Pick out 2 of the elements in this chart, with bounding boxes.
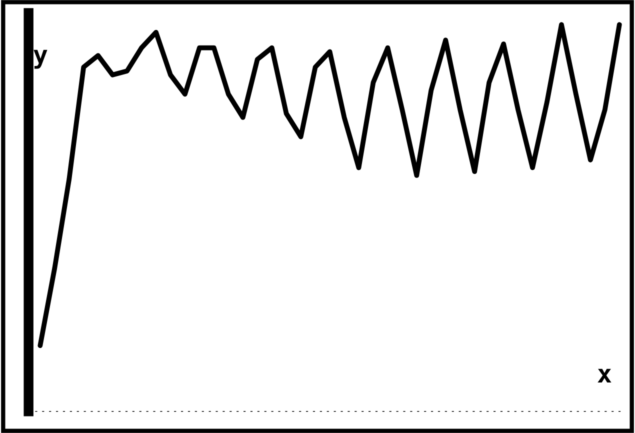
x-axis-title: x xyxy=(598,368,612,383)
y-axis-title: y xyxy=(34,50,48,69)
